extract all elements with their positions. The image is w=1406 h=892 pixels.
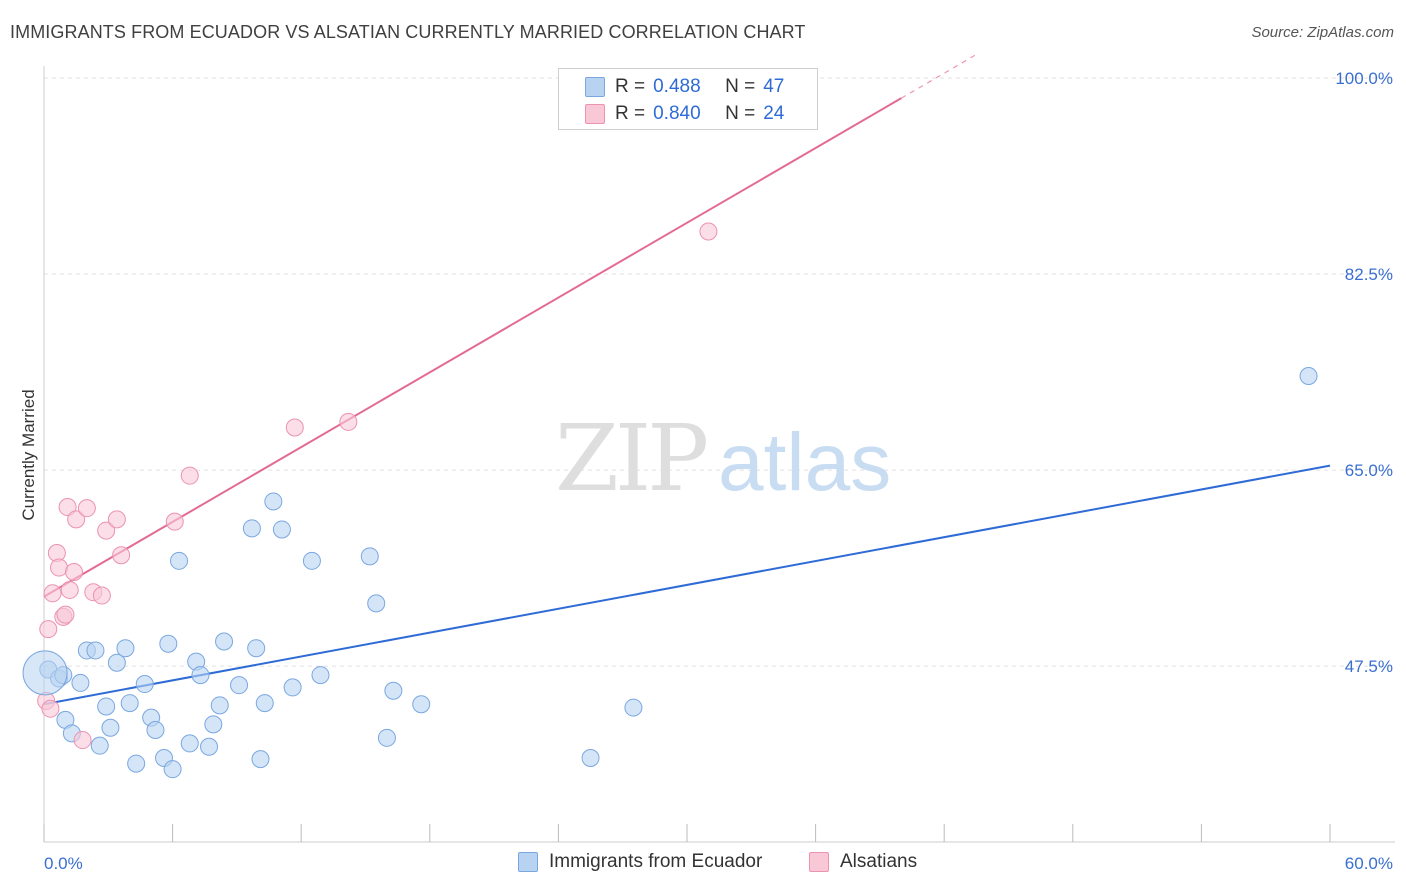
legend: R = 0.488 N = 47 R = 0.840 N = 24	[558, 68, 818, 130]
point-ecuador	[1299, 366, 1318, 385]
point-ecuador	[255, 694, 274, 713]
point-ecuador	[412, 695, 431, 714]
bottom-legend-label-alsatians: Alsatians	[840, 851, 918, 872]
point-alsatians	[285, 418, 304, 437]
legend-n-label: N =	[725, 76, 756, 97]
point-ecuador	[97, 697, 116, 716]
bottom-legend-alsatians[interactable]: Alsatians	[809, 851, 917, 873]
point-ecuador	[90, 736, 109, 755]
trend-layer	[43, 53, 1331, 706]
trend-line-alsatians	[901, 53, 977, 99]
point-alsatians	[73, 731, 92, 750]
trend-line-alsatians	[43, 97, 902, 598]
bottom-legend-label-ecuador: Immigrants from Ecuador	[549, 851, 763, 872]
point-ecuador	[101, 718, 120, 737]
point-alsatians	[67, 510, 86, 529]
point-ecuador-large	[22, 650, 68, 696]
point-alsatians	[56, 605, 75, 624]
legend-n-value: 24	[763, 103, 785, 124]
point-alsatians	[180, 466, 199, 485]
point-ecuador	[200, 737, 219, 756]
point-ecuador	[624, 698, 643, 717]
point-ecuador	[180, 734, 199, 753]
bottom-legend-swatch-alsatians	[809, 852, 829, 872]
point-alsatians	[41, 699, 60, 718]
point-ecuador	[581, 748, 600, 767]
bottom-legend-ecuador[interactable]: Immigrants from Ecuador	[518, 851, 762, 873]
point-ecuador	[71, 673, 90, 692]
legend-r-label: R =	[615, 76, 646, 97]
point-alsatians	[39, 620, 58, 639]
point-ecuador	[384, 681, 403, 700]
watermark-atlas: atlas	[718, 417, 891, 508]
x-tick-label-min: 0.0%	[44, 854, 83, 873]
y-tick-label: 65.0%	[1345, 461, 1393, 480]
watermark: ZIP atlas	[555, 405, 891, 512]
point-ecuador	[204, 715, 223, 734]
point-ecuador	[215, 632, 234, 651]
x-tick-label-max: 60.0%	[1345, 854, 1393, 873]
legend-n-label: N =	[725, 103, 756, 124]
point-ecuador	[159, 634, 178, 653]
point-alsatians	[60, 580, 79, 599]
point-ecuador	[116, 639, 135, 658]
watermark-zip: ZIP	[555, 405, 706, 512]
y-axis-title: Currently Married	[19, 389, 38, 520]
point-ecuador	[210, 696, 229, 715]
y-tick-label: 82.5%	[1345, 265, 1393, 284]
y-tick-label: 100.0%	[1335, 69, 1393, 88]
point-ecuador	[283, 678, 302, 697]
point-alsatians	[50, 558, 69, 577]
point-ecuador	[377, 728, 396, 747]
point-alsatians	[107, 510, 126, 529]
legend-r-value: 0.840	[653, 103, 701, 124]
legend-row-alsatians: R = 0.840 N = 24	[585, 102, 784, 126]
legend-swatch-alsatians	[585, 104, 605, 124]
point-ecuador	[170, 551, 189, 570]
point-ecuador	[311, 666, 330, 685]
legend-n-value: 47	[763, 76, 785, 97]
point-alsatians	[43, 584, 62, 603]
point-ecuador	[135, 675, 154, 694]
point-ecuador	[367, 594, 386, 613]
legend-r-value: 0.488	[653, 76, 701, 97]
bottom-legend: Immigrants from Ecuador Alsatians	[0, 851, 1406, 877]
point-ecuador	[107, 653, 126, 672]
legend-swatch-ecuador	[585, 77, 605, 97]
point-ecuador	[242, 519, 261, 538]
point-ecuador	[264, 492, 283, 511]
legend-r-label: R =	[615, 103, 646, 124]
point-ecuador	[230, 676, 249, 695]
point-ecuador	[191, 666, 210, 685]
point-alsatians	[699, 222, 718, 241]
bottom-legend-swatch-ecuador	[518, 852, 538, 872]
point-ecuador	[251, 750, 270, 769]
point-ecuador	[127, 754, 146, 773]
point-alsatians	[58, 498, 77, 517]
legend-row-ecuador: R = 0.488 N = 47	[585, 75, 784, 99]
source-label: Source: ZipAtlas.com	[1251, 24, 1394, 41]
point-ecuador	[86, 641, 105, 660]
point-alsatians	[339, 412, 358, 431]
points-layer	[22, 222, 1318, 779]
y-tick-label: 47.5%	[1345, 657, 1393, 676]
point-ecuador	[360, 547, 379, 566]
point-ecuador	[272, 520, 291, 539]
point-alsatians	[165, 512, 184, 531]
point-ecuador	[163, 760, 182, 779]
point-alsatians	[65, 563, 84, 582]
point-alsatians	[92, 586, 111, 605]
point-alsatians	[97, 521, 116, 540]
point-ecuador	[120, 694, 139, 713]
point-alsatians	[112, 546, 131, 565]
trend-line-ecuador	[43, 464, 1331, 706]
point-alsatians	[77, 499, 96, 518]
point-ecuador	[146, 720, 165, 739]
axes-layer: 47.5% 65.0% 82.5% 100.0% 0.0% 60.0%	[43, 66, 1395, 873]
point-ecuador	[247, 639, 266, 658]
point-ecuador	[302, 551, 321, 570]
chart-title: IMMIGRANTS FROM ECUADOR VS ALSATIAN CURR…	[10, 22, 806, 42]
